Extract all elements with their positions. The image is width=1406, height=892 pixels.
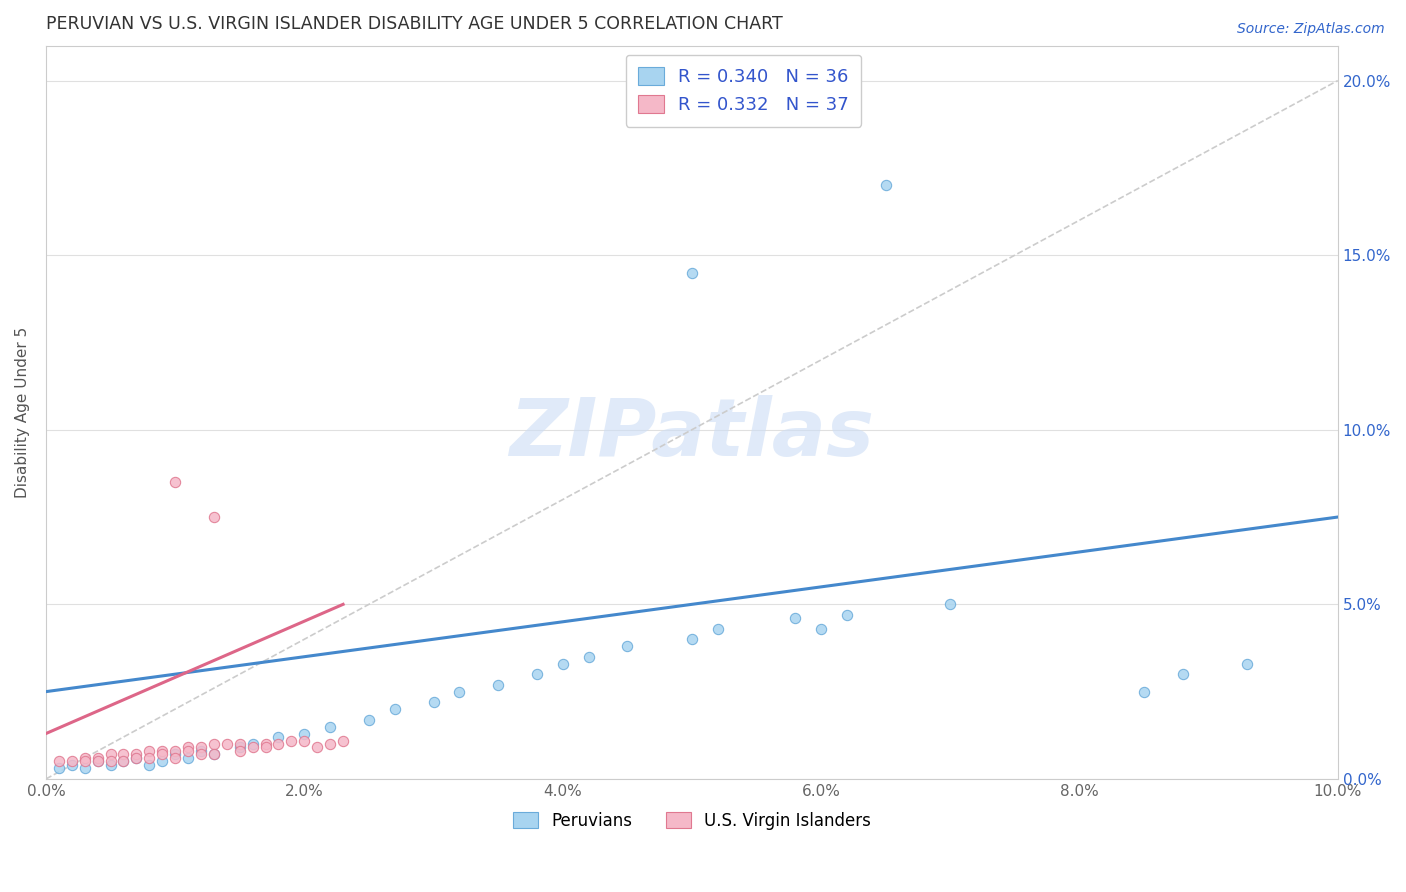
Point <box>939 598 962 612</box>
Point <box>73 751 96 765</box>
Point <box>875 178 897 193</box>
Point <box>202 747 225 762</box>
Point <box>229 744 252 758</box>
Point <box>810 622 832 636</box>
Point <box>177 751 200 765</box>
Point <box>177 744 200 758</box>
Point <box>280 733 302 747</box>
Point <box>242 737 264 751</box>
Point <box>422 695 444 709</box>
Point <box>86 751 108 765</box>
Point <box>486 678 509 692</box>
Point <box>292 726 315 740</box>
Point <box>165 744 187 758</box>
Point <box>138 751 160 765</box>
Point <box>357 713 380 727</box>
Point <box>254 737 277 751</box>
Point <box>681 266 703 280</box>
Point <box>100 755 122 769</box>
Point <box>177 740 200 755</box>
Point <box>254 740 277 755</box>
Point <box>616 639 638 653</box>
Point <box>267 737 290 751</box>
Point <box>165 751 187 765</box>
Y-axis label: Disability Age Under 5: Disability Age Under 5 <box>15 326 30 498</box>
Point <box>785 611 807 625</box>
Point <box>1133 684 1156 698</box>
Point <box>215 737 238 751</box>
Point <box>319 720 342 734</box>
Point <box>229 737 252 751</box>
Point <box>229 740 252 755</box>
Point <box>551 657 574 671</box>
Point <box>112 755 135 769</box>
Point <box>202 747 225 762</box>
Point <box>60 758 83 772</box>
Point <box>73 755 96 769</box>
Point <box>150 747 173 762</box>
Point <box>138 758 160 772</box>
Point <box>1236 657 1258 671</box>
Point <box>86 755 108 769</box>
Point <box>112 747 135 762</box>
Point <box>112 755 135 769</box>
Point <box>73 761 96 775</box>
Point <box>706 622 728 636</box>
Point <box>190 747 212 762</box>
Point <box>835 607 858 622</box>
Point <box>332 733 354 747</box>
Point <box>190 740 212 755</box>
Point <box>125 747 148 762</box>
Point <box>202 510 225 524</box>
Point <box>1171 667 1194 681</box>
Point <box>125 751 148 765</box>
Point <box>165 475 187 489</box>
Point <box>165 747 187 762</box>
Point <box>526 667 548 681</box>
Point <box>60 755 83 769</box>
Point <box>150 755 173 769</box>
Point <box>190 744 212 758</box>
Point <box>319 737 342 751</box>
Point <box>202 737 225 751</box>
Point <box>100 758 122 772</box>
Point <box>267 730 290 744</box>
Point <box>449 684 471 698</box>
Point <box>307 740 329 755</box>
Point <box>125 751 148 765</box>
Point <box>86 755 108 769</box>
Text: ZIPatlas: ZIPatlas <box>509 395 875 474</box>
Text: PERUVIAN VS U.S. VIRGIN ISLANDER DISABILITY AGE UNDER 5 CORRELATION CHART: PERUVIAN VS U.S. VIRGIN ISLANDER DISABIL… <box>46 15 783 33</box>
Point <box>48 761 70 775</box>
Point <box>681 632 703 647</box>
Point <box>384 702 406 716</box>
Point <box>242 740 264 755</box>
Point <box>100 747 122 762</box>
Legend: Peruvians, U.S. Virgin Islanders: Peruvians, U.S. Virgin Islanders <box>506 805 877 837</box>
Point <box>292 733 315 747</box>
Point <box>138 744 160 758</box>
Point <box>150 744 173 758</box>
Text: Source: ZipAtlas.com: Source: ZipAtlas.com <box>1237 22 1385 37</box>
Point <box>48 755 70 769</box>
Point <box>578 649 600 664</box>
